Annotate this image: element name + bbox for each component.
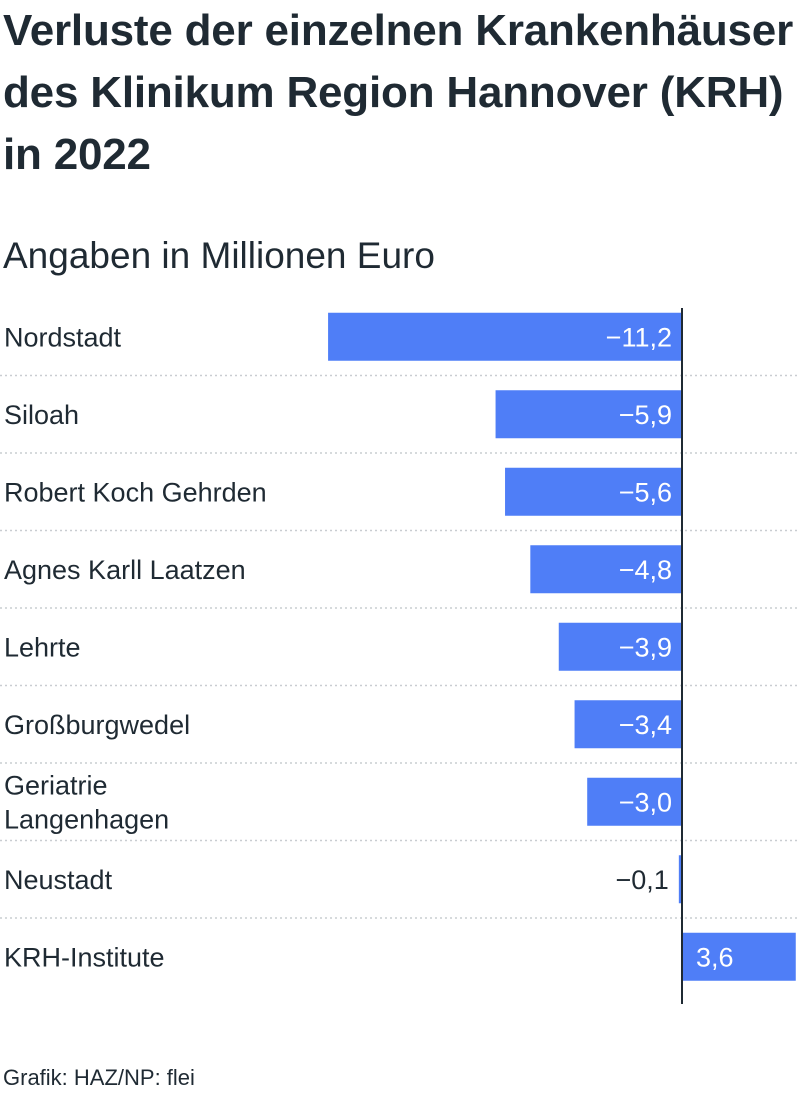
category-label: Nordstadt bbox=[4, 322, 122, 352]
value-label: −3,0 bbox=[619, 787, 672, 817]
value-label: −11,2 bbox=[606, 322, 672, 352]
bar bbox=[678, 855, 682, 904]
category-label: Neustadt bbox=[4, 865, 113, 895]
value-label: −0,1 bbox=[616, 865, 669, 895]
bar bbox=[328, 312, 682, 361]
bar bbox=[682, 932, 796, 981]
value-label: 3,6 bbox=[696, 942, 734, 972]
category-label: Siloah bbox=[4, 400, 79, 430]
bar bbox=[495, 390, 682, 439]
category-label: Geriatrie bbox=[4, 770, 108, 800]
value-label: −3,4 bbox=[619, 710, 672, 740]
source-note: Grafik: HAZ/NP: flei bbox=[3, 1065, 195, 1090]
bar bbox=[505, 467, 682, 516]
category-label: Lehrte bbox=[4, 632, 81, 662]
bar bbox=[558, 622, 682, 671]
bar bbox=[587, 777, 682, 826]
category-label: Robert Koch Gehrden bbox=[4, 477, 267, 507]
bar bbox=[530, 545, 682, 594]
category-label: Langenhagen bbox=[4, 804, 169, 834]
chart-subtitle: Angaben in Millionen Euro bbox=[3, 235, 435, 276]
value-label: −3,9 bbox=[619, 632, 672, 662]
value-label: −4,8 bbox=[619, 555, 672, 585]
category-label: Agnes Karll Laatzen bbox=[4, 555, 246, 585]
value-label: −5,9 bbox=[619, 400, 672, 430]
bar bbox=[574, 700, 682, 749]
category-label: Großburgwedel bbox=[4, 710, 190, 740]
category-label: KRH-Institute bbox=[4, 942, 165, 972]
chart-title: Verluste der einzelnen Krankenhäuser des… bbox=[3, 6, 793, 179]
value-label: −5,6 bbox=[619, 477, 672, 507]
